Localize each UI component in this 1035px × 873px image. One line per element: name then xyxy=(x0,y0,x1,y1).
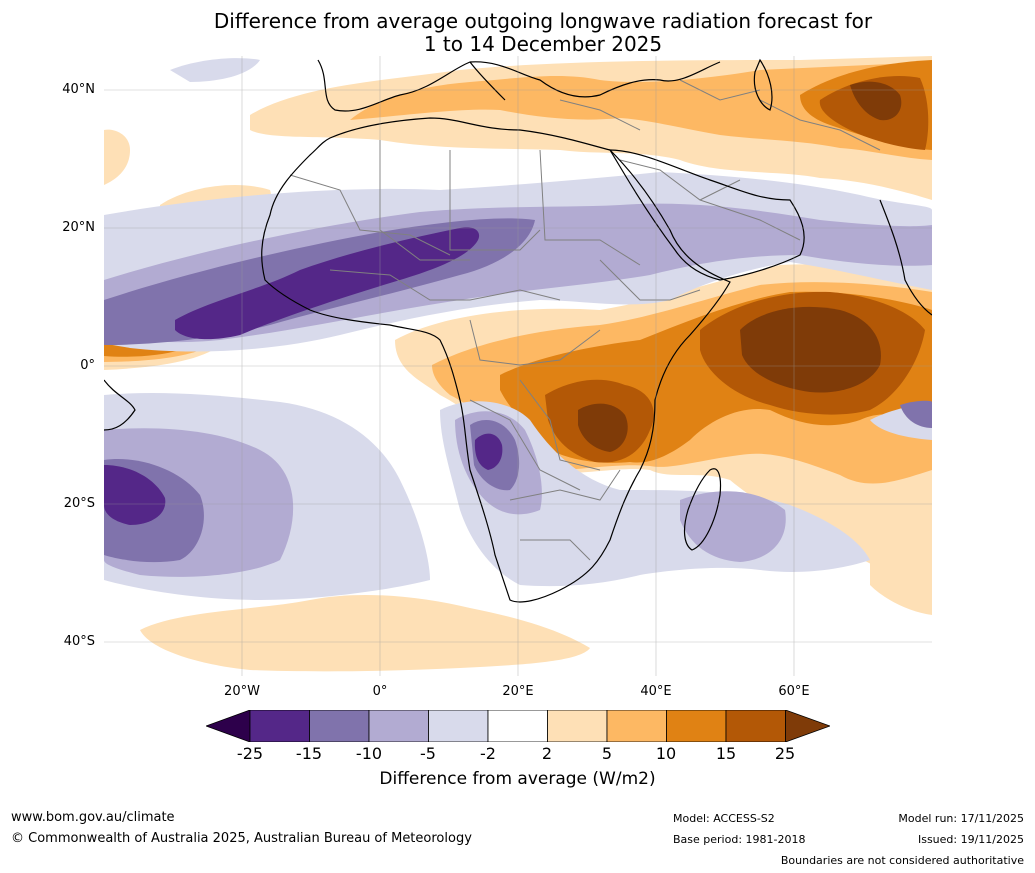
colorbar-tick-8: 10 xyxy=(655,744,677,763)
anomaly-map xyxy=(104,56,932,676)
lat-label-40s: 40°S xyxy=(63,634,95,649)
lon-label-0: 0° xyxy=(372,684,388,699)
anomaly-minus15-to-minus25-regions xyxy=(104,227,503,525)
lon-label-20w: 20°W xyxy=(224,684,260,699)
colorbar-extend-low xyxy=(204,709,251,743)
lon-label-60e: 60°E xyxy=(778,684,810,699)
footer-url[interactable]: www.bom.gov.au/climate xyxy=(11,810,175,825)
map-plot-area xyxy=(104,56,932,676)
lat-label-0: 0° xyxy=(80,358,95,373)
lat-label-20n: 20°N xyxy=(62,220,95,235)
gridlines xyxy=(104,56,932,676)
anomaly-above-25-regions xyxy=(578,81,902,452)
colorbar-tick-2: -15 xyxy=(295,744,323,763)
footer-disclaimer: Boundaries are not considered authoritat… xyxy=(780,854,1024,867)
lon-label-20e: 20°E xyxy=(502,684,534,699)
colorbar-tick-9: 15 xyxy=(715,744,737,763)
colorbar-bin-1 xyxy=(249,709,310,743)
colorbar-tick-10: 25 xyxy=(774,744,796,763)
colorbar-bin-6 xyxy=(547,709,608,743)
colorbar-tick-6: 2 xyxy=(541,744,553,763)
lon-label-40e: 40°E xyxy=(640,684,672,699)
title-line-1: Difference from average outgoing longwav… xyxy=(213,9,873,33)
map-title: Difference from average outgoing longwav… xyxy=(0,10,1035,56)
colorbar-tick-7: 5 xyxy=(601,744,613,763)
footer-model-run: Model run: 17/11/2025 xyxy=(898,812,1024,825)
colorbar-bin-5 xyxy=(487,709,548,743)
footer-model: Model: ACCESS-S2 xyxy=(673,812,775,825)
colorbar-label: Difference from average (W/m2) xyxy=(379,769,656,789)
colorbar-graphic xyxy=(204,709,832,743)
colorbar xyxy=(204,709,832,743)
colorbar-bin-7 xyxy=(606,709,667,743)
lat-label-20s: 20°S xyxy=(63,496,95,511)
lat-label-40n: 40°N xyxy=(62,82,95,97)
colorbar-tick-1: -25 xyxy=(236,744,264,763)
colorbar-tick-5: -2 xyxy=(480,744,496,763)
colorbar-bin-2 xyxy=(309,709,370,743)
colorbar-tick-3: -10 xyxy=(355,744,383,763)
footer-issued: Issued: 19/11/2025 xyxy=(917,833,1024,846)
colorbar-bin-4 xyxy=(428,709,489,743)
colorbar-extend-high xyxy=(785,709,832,743)
colorbar-bin-9 xyxy=(725,709,786,743)
colorbar-bin-8 xyxy=(666,709,727,743)
colorbar-bin-3 xyxy=(368,709,429,743)
title-line-2: 1 to 14 December 2025 xyxy=(423,32,663,56)
footer-base-period: Base period: 1981-2018 xyxy=(673,833,806,846)
colorbar-tick-4: -5 xyxy=(420,744,436,763)
footer-copyright: © Commonwealth of Australia 2025, Austra… xyxy=(11,831,472,846)
